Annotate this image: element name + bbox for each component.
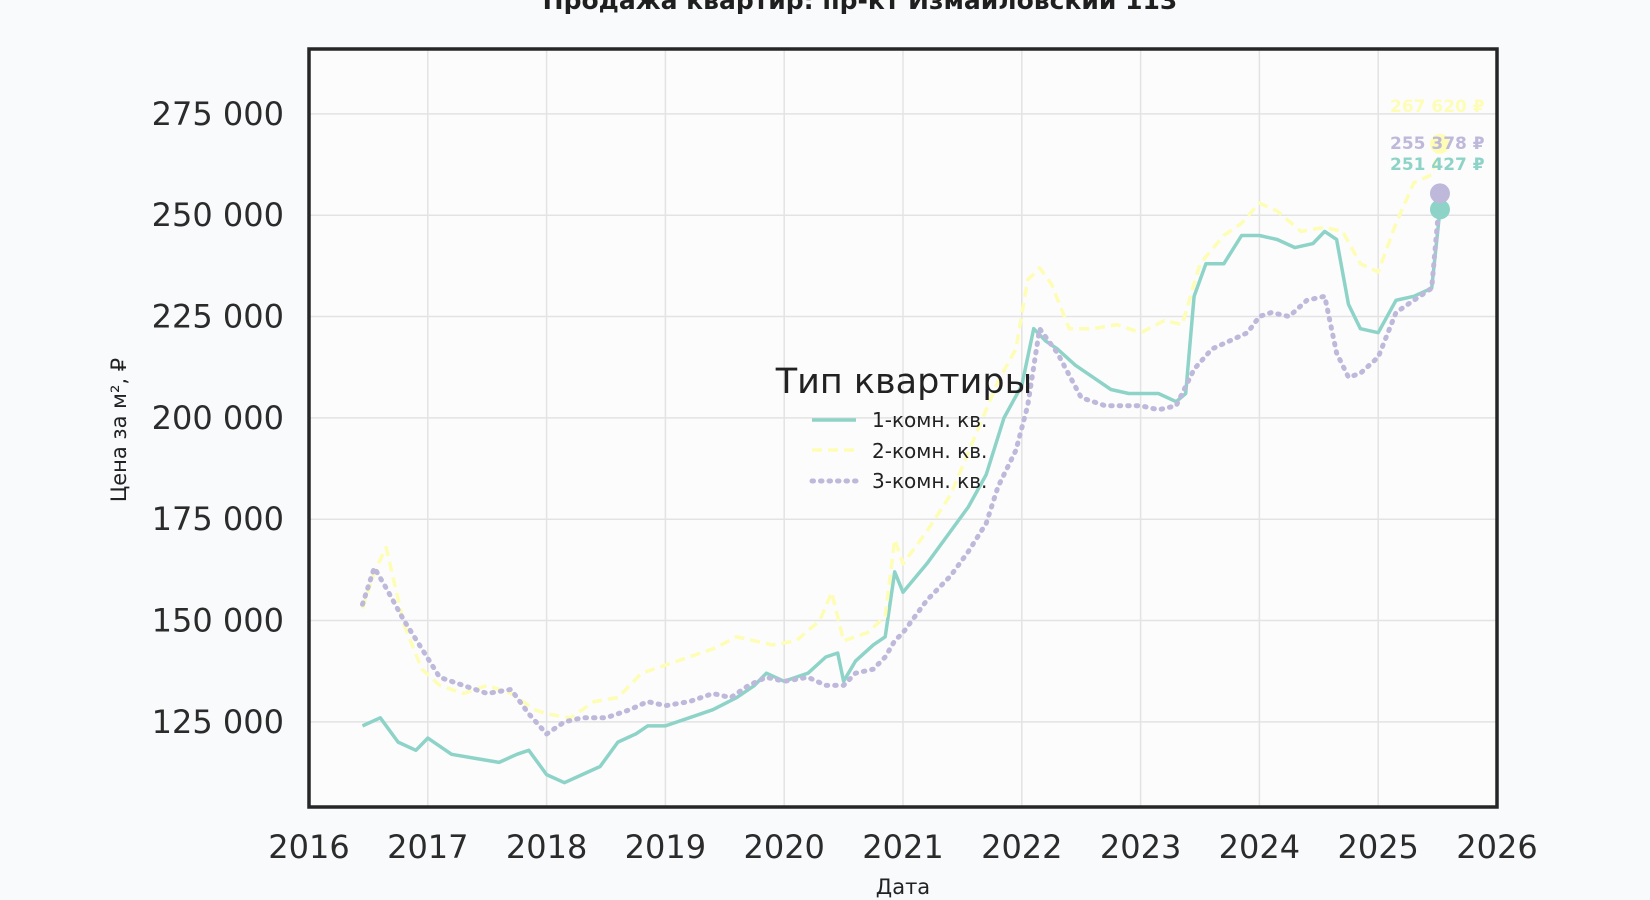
series-lines xyxy=(360,143,1443,785)
x-tick-label: 2024 xyxy=(1219,828,1300,866)
legend: Тип квартиры 1-комн. кв. 2-комн. кв. 3-к… xyxy=(775,362,1033,493)
chart-title: Продажа квартир: пр-кт Измайловский 113 xyxy=(543,0,1178,15)
y-tick-label: 175 000 xyxy=(152,500,284,538)
x-tick-label: 2019 xyxy=(625,828,706,866)
x-tick-label: 2026 xyxy=(1456,828,1537,866)
end-marker-3 xyxy=(1429,183,1450,204)
end-value-label: 267 620 ₽ xyxy=(1390,97,1485,117)
y-tick-label: 250 000 xyxy=(152,196,284,234)
series-line-3 xyxy=(360,190,1443,737)
grid xyxy=(309,49,1497,807)
legend-item-1: 1-комн. кв. xyxy=(812,408,987,432)
y-tick-label: 125 000 xyxy=(152,703,284,741)
y-tick-label: 275 000 xyxy=(152,95,284,133)
end-markers xyxy=(1429,133,1450,220)
y-tick-label: 200 000 xyxy=(152,399,284,437)
tick-labels: 2016 2017 2018 2019 2020 2021 2022 2023 2024 2025… xyxy=(152,95,1538,866)
x-tick-label: 2017 xyxy=(387,828,468,866)
x-tick-label: 2025 xyxy=(1337,828,1418,866)
series-line-1 xyxy=(361,209,1442,785)
x-tick-label: 2016 xyxy=(268,828,349,866)
x-tick-label: 2021 xyxy=(862,828,943,866)
x-axis-title: Дата xyxy=(876,875,930,899)
x-tick-label: 2022 xyxy=(981,828,1062,866)
end-value-labels: 267 620 ₽ 255 378 ₽251 427 ₽ xyxy=(1390,97,1485,175)
end-marker-2 xyxy=(1429,133,1450,154)
legend-title: Тип квартиры xyxy=(775,362,1033,402)
x-tick-label: 2023 xyxy=(1100,828,1181,866)
y-tick-label: 150 000 xyxy=(152,602,284,640)
legend-item-2: 2-комн. кв. xyxy=(812,439,987,463)
end-value-label: 255 378 ₽ xyxy=(1390,134,1485,154)
y-tick-label: 225 000 xyxy=(152,298,284,336)
x-tick-label: 2018 xyxy=(506,828,587,866)
y-axis-title: Цена за м², ₽ xyxy=(107,358,131,502)
plot-frame xyxy=(307,47,1499,809)
series-line-2 xyxy=(360,143,1442,720)
legend-label-1: 1-комн. кв. xyxy=(872,408,987,432)
legend-label-3: 3-комн. кв. xyxy=(872,469,987,493)
legend-item-3: 3-комн. кв. xyxy=(809,469,987,493)
end-value-label: 251 427 ₽ xyxy=(1390,155,1485,175)
end-marker-1 xyxy=(1429,199,1450,220)
x-tick-label: 2020 xyxy=(743,828,824,866)
legend-label-2: 2-комн. кв. xyxy=(872,439,987,463)
